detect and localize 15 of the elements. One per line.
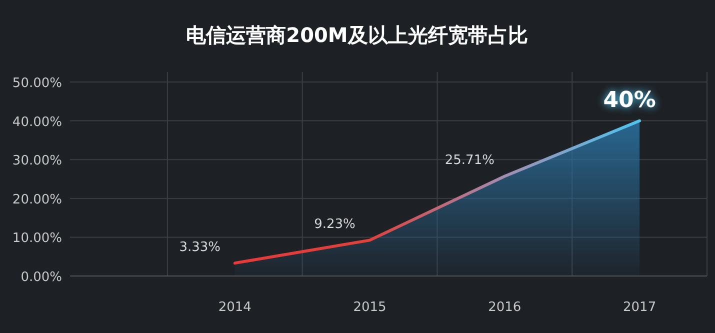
x-tick-label: 2014 [218,300,252,315]
y-tick-label: 30.00% [12,154,62,169]
chart-title: 电信运营商200M及以上光纤宽带占比 [186,23,528,47]
text: 40% [603,88,656,113]
x-tick-label: 2015 [353,300,386,315]
y-tick-label: 20.00% [12,192,62,208]
text: 25.71% [444,153,494,168]
y-tick-label: 0.00% [20,270,62,285]
y-tick-label: 50.00% [12,76,62,91]
x-tick-label: 2017 [623,300,656,315]
y-tick-label: 10.00% [12,231,62,246]
y-tick-label: 40.00% [12,114,62,130]
x-tick-label: 2016 [488,300,522,315]
text: 3.33% [179,240,221,256]
text: 9.23% [314,217,356,232]
